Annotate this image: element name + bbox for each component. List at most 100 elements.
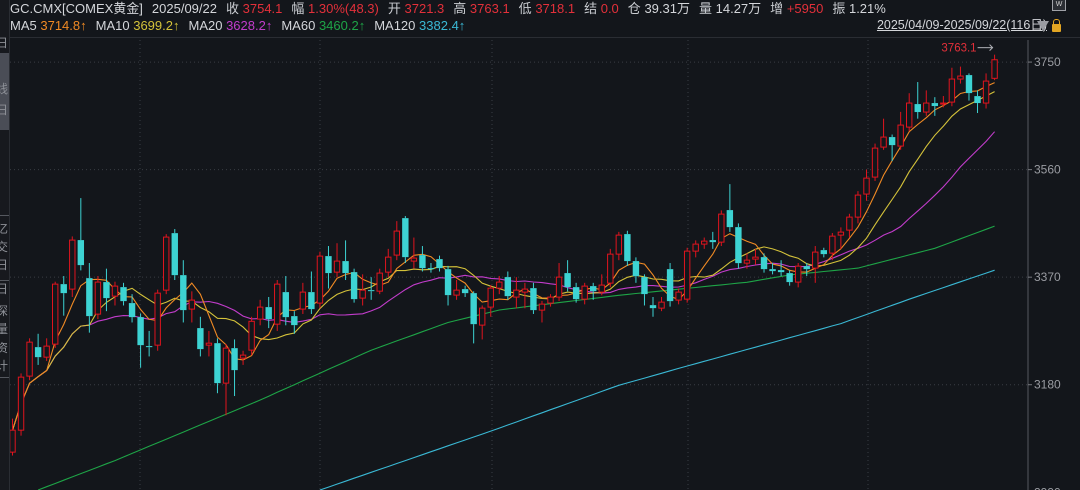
- candle-body: [752, 256, 759, 260]
- oi-change-value: +5950: [786, 1, 824, 16]
- ma20-value: 3628.2↑: [226, 18, 273, 33]
- candle-body: [982, 80, 990, 104]
- candle-body: [948, 78, 956, 103]
- candle-up: [718, 210, 725, 247]
- candle-down: [145, 330, 153, 357]
- candle-up: [923, 90, 930, 116]
- candle-body: [188, 299, 196, 310]
- ma10-value: 3699.2↑: [133, 18, 180, 33]
- quote-date: 2025/09/22: [151, 1, 217, 16]
- sidebar-item[interactable]: 、: [0, 168, 9, 183]
- y-tick-label: 3750: [1034, 55, 1061, 69]
- y-tick-label: 2990: [1034, 485, 1061, 490]
- candle-down: [214, 338, 221, 394]
- sidebar-selected-item[interactable]: [0, 53, 9, 130]
- sidebar-item[interactable]: 日: [0, 258, 9, 273]
- triangle-down-icon[interactable]: [1037, 21, 1049, 31]
- candle-body: [180, 275, 187, 311]
- candle-body: [299, 291, 307, 310]
- candle-down: [308, 271, 315, 314]
- sidebar-item[interactable]: 日: [0, 36, 9, 51]
- candle-body: [564, 273, 571, 288]
- candle-body: [513, 289, 520, 298]
- candle-up: [615, 231, 623, 261]
- candle-body: [547, 296, 554, 304]
- date-range-selector[interactable]: 2025/04/09-2025/09/22(116日): [876, 18, 1047, 32]
- candle-up: [487, 285, 494, 317]
- ma5-label: MA5: [10, 18, 37, 33]
- candle-body: [376, 272, 383, 292]
- sidebar-item[interactable]: 亿: [0, 222, 9, 237]
- candle-body: [111, 285, 119, 297]
- candle-body: [914, 104, 921, 113]
- candle-down: [649, 296, 657, 317]
- candle-body: [163, 236, 170, 291]
- high-value: 3763.1: [469, 1, 510, 16]
- monitor-icon[interactable]: W: [1052, 0, 1066, 11]
- sidebar-item[interactable]: 深: [0, 304, 9, 319]
- candle-down: [760, 253, 768, 273]
- ma60-value: 3460.2↑: [318, 18, 366, 33]
- candle-down: [641, 274, 648, 306]
- settle-value: 0.0: [600, 1, 619, 16]
- candle-up: [581, 282, 588, 305]
- candle-up: [880, 118, 887, 150]
- ma60-label: MA60: [281, 18, 316, 33]
- candle-up: [496, 276, 503, 295]
- candle-body: [854, 194, 862, 218]
- candle-down: [530, 282, 537, 314]
- sidebar-item[interactable]: 线: [0, 82, 9, 97]
- symbol-name: GC.CMX[COMEX黄金]: [10, 1, 143, 16]
- candle-body: [940, 102, 947, 105]
- candle-body: [77, 240, 85, 266]
- ma20-legend: MA20 3628.2↑: [188, 17, 272, 34]
- sidebar-item[interactable]: 日: [0, 103, 9, 118]
- change-value: 1.30%(48.3): [308, 1, 379, 16]
- candle-body: [43, 345, 50, 358]
- candle-up: [846, 213, 853, 238]
- candle-body: [906, 102, 913, 128]
- sidebar-item[interactable]: 交: [0, 240, 9, 255]
- sidebar-item[interactable]: 计: [0, 359, 9, 374]
- sidebar-item[interactable]: 资: [0, 341, 9, 356]
- lock-icon[interactable]: [1052, 19, 1061, 32]
- candle-up: [393, 221, 401, 261]
- ma5-legend: MA5 3714.8↑: [10, 17, 87, 34]
- close-label: 收: [225, 1, 239, 16]
- grid: [10, 40, 1028, 490]
- candle-body: [965, 75, 973, 94]
- candle-up: [752, 248, 759, 265]
- sidebar-divider: [0, 377, 9, 378]
- candle-up: [154, 289, 161, 351]
- candle-down: [60, 276, 67, 316]
- candle-up: [69, 236, 76, 297]
- candle-body: [26, 341, 33, 377]
- candle-body: [393, 230, 401, 256]
- candle-body: [291, 316, 298, 326]
- candle-up: [17, 373, 25, 436]
- candle-body: [871, 147, 879, 178]
- candle-up: [94, 276, 102, 320]
- candle-body: [52, 283, 59, 345]
- candles: [10, 54, 998, 456]
- sidebar-item[interactable]: 量: [0, 322, 9, 337]
- sidebar-item[interactable]: 日: [0, 282, 9, 297]
- candle-down: [325, 246, 332, 289]
- candle-body: [34, 347, 42, 358]
- candle-up: [453, 280, 460, 300]
- sidebar-item[interactable]: 、: [0, 190, 9, 205]
- candle-body: [666, 269, 674, 302]
- left-sidebar: 日 线 日 、 、 亿 交 日 日 深 量 资 计: [0, 0, 10, 490]
- candle-down: [572, 282, 580, 303]
- candle-down: [180, 260, 187, 323]
- candle-down: [931, 97, 939, 116]
- candle-body: [863, 177, 870, 195]
- y-tick-label: 3180: [1034, 378, 1061, 392]
- candle-down: [120, 282, 127, 306]
- settle-quote: 结 0.0: [584, 0, 619, 17]
- candle-up: [982, 73, 990, 109]
- candle-down: [197, 316, 204, 357]
- candle-body: [692, 243, 699, 252]
- ma120-legend: MA120 3382.4↑: [374, 17, 465, 34]
